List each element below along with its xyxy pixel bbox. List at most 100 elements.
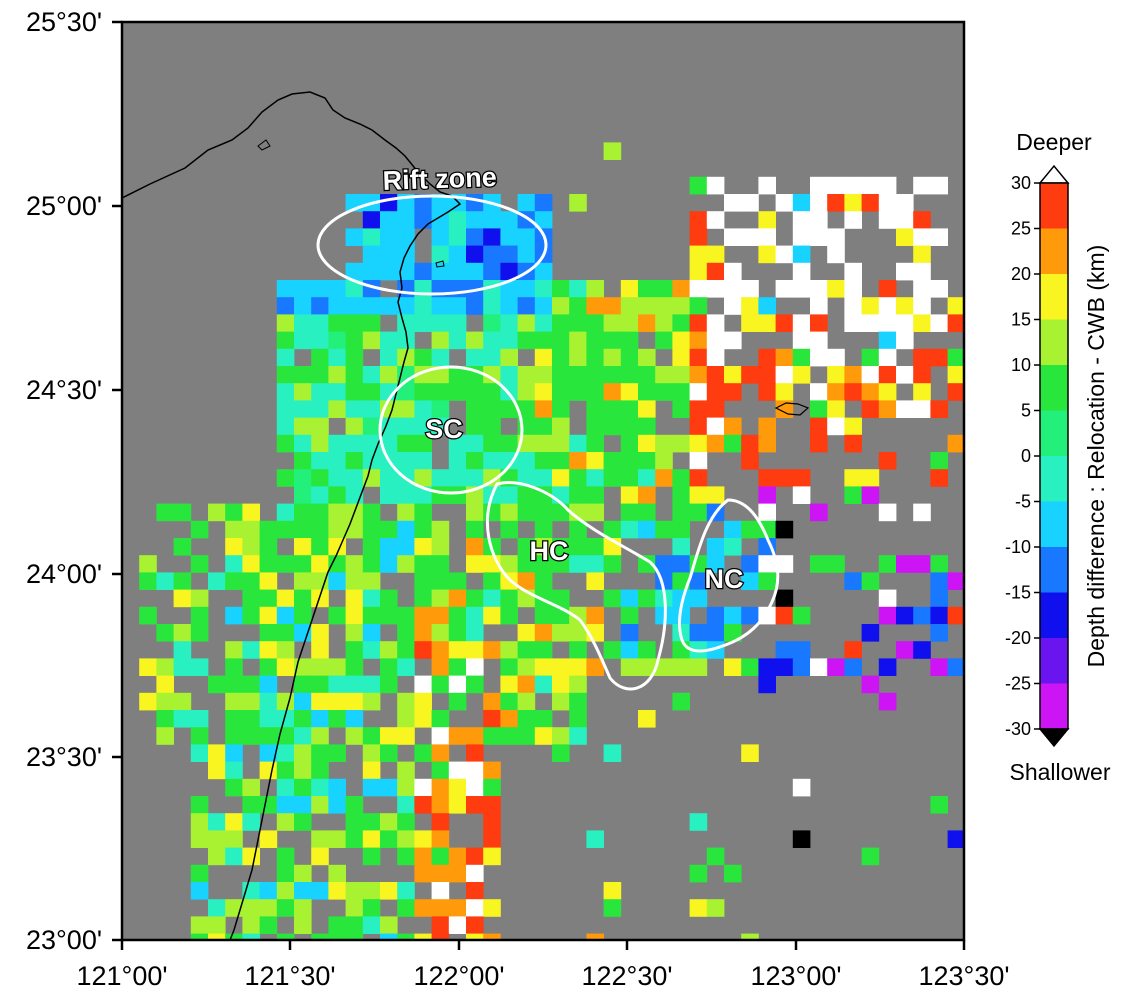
grid-cell	[156, 624, 174, 642]
grid-cell	[414, 675, 432, 694]
grid-cell	[586, 933, 604, 940]
grid-cell	[534, 624, 553, 642]
grid-cell	[500, 727, 518, 745]
grid-cell	[638, 348, 656, 367]
lat-label-23-00: 23°00'	[26, 925, 102, 955]
grid-cell	[328, 882, 346, 900]
grid-cell	[517, 727, 536, 745]
grid-cell	[534, 194, 553, 212]
grid-cell	[276, 744, 295, 762]
lon-label-121-30: 121°30'	[244, 961, 335, 991]
grid-cell	[706, 417, 725, 436]
grid-cell	[397, 417, 415, 436]
colorbar-tick-label: 20	[1011, 264, 1031, 284]
grid-cell	[655, 297, 673, 315]
grid-cell	[603, 555, 622, 573]
grid-cell	[414, 778, 432, 797]
grid-cell	[431, 778, 450, 797]
grid-cell	[466, 348, 484, 367]
grid-cell	[397, 297, 415, 315]
grid-cell	[517, 331, 536, 350]
grid-cell	[431, 727, 450, 745]
grid-cell	[466, 520, 484, 539]
grid-cell	[534, 297, 553, 315]
grid-cell	[586, 297, 604, 315]
grid-cell	[741, 194, 759, 212]
grid-cell	[655, 383, 673, 401]
grid-cell	[225, 813, 243, 831]
grid-cell	[827, 383, 845, 401]
colorbar: Deeper 30 25 20 15 10 5 0 -5 -10 -15 -20 -25 -30 Sha…	[1005, 129, 1111, 785]
grid-cell	[827, 176, 845, 195]
grid-cell	[345, 675, 364, 694]
grid-cell	[861, 366, 880, 384]
grid-cell	[225, 675, 243, 694]
grid-cell	[792, 314, 811, 332]
grid-cell	[208, 933, 226, 940]
grid-cell	[276, 383, 295, 401]
grid-cell	[552, 331, 570, 350]
grid-cell	[913, 348, 931, 367]
grid-cell	[569, 727, 587, 745]
colorbar-tick-label: -30	[1005, 719, 1031, 739]
grid-cell	[345, 262, 364, 281]
grid-cell	[947, 658, 964, 676]
grid-cell	[552, 280, 570, 298]
grid-cell	[414, 434, 432, 453]
grid-cell	[741, 314, 759, 332]
grid-cell	[242, 641, 260, 659]
grid-cell	[380, 366, 398, 384]
grid-cell	[861, 675, 880, 694]
grid-cell	[724, 864, 742, 883]
grid-cell	[294, 813, 312, 831]
grid-cell	[878, 297, 897, 315]
colorbar-swatch	[1040, 547, 1068, 593]
grid-cell	[792, 245, 811, 264]
grid-cell	[190, 744, 209, 762]
grid-cell	[380, 555, 398, 573]
grid-cell	[603, 520, 622, 539]
grid-cell	[466, 417, 484, 436]
grid-cell	[500, 297, 518, 315]
grid-cell	[758, 520, 776, 539]
grid-cell	[517, 400, 536, 418]
grid-cell	[397, 658, 415, 676]
grid-cell	[930, 452, 948, 470]
grid-cell	[500, 692, 518, 711]
grid-cell	[896, 331, 914, 350]
grid-cell	[775, 348, 794, 367]
grid-cell	[896, 606, 914, 625]
grid-cell	[758, 434, 776, 453]
grid-cell	[397, 331, 415, 350]
colorbar-tick-label: -20	[1005, 628, 1031, 648]
grid-cell	[775, 520, 794, 539]
grid-cell	[345, 228, 364, 246]
grid-cell	[294, 366, 312, 384]
grid-cell	[448, 761, 467, 780]
grid-cell	[517, 692, 536, 711]
grid-cell	[534, 675, 553, 694]
grid-cell	[311, 366, 329, 384]
grid-cell	[947, 366, 964, 384]
grid-cell	[672, 641, 690, 659]
grid-cell	[328, 692, 346, 711]
grid-cell	[500, 641, 518, 659]
grid-cell	[569, 624, 587, 642]
grid-cell	[655, 331, 673, 350]
grid-cell	[294, 383, 312, 401]
grid-cell	[380, 589, 398, 608]
grid-cell	[311, 434, 329, 453]
grid-cell	[431, 486, 450, 504]
grid-cell	[552, 348, 570, 367]
grid-cell	[466, 916, 484, 934]
grid-cell	[328, 710, 346, 728]
grid-cell	[741, 452, 759, 470]
grid-cell	[397, 503, 415, 522]
grid-cell	[190, 658, 209, 676]
grid-cell	[569, 692, 587, 711]
grid-cell	[362, 675, 381, 694]
grid-cell	[380, 297, 398, 315]
grid-cell	[792, 658, 811, 676]
grid-cell	[242, 727, 260, 745]
grid-cell	[276, 899, 295, 917]
